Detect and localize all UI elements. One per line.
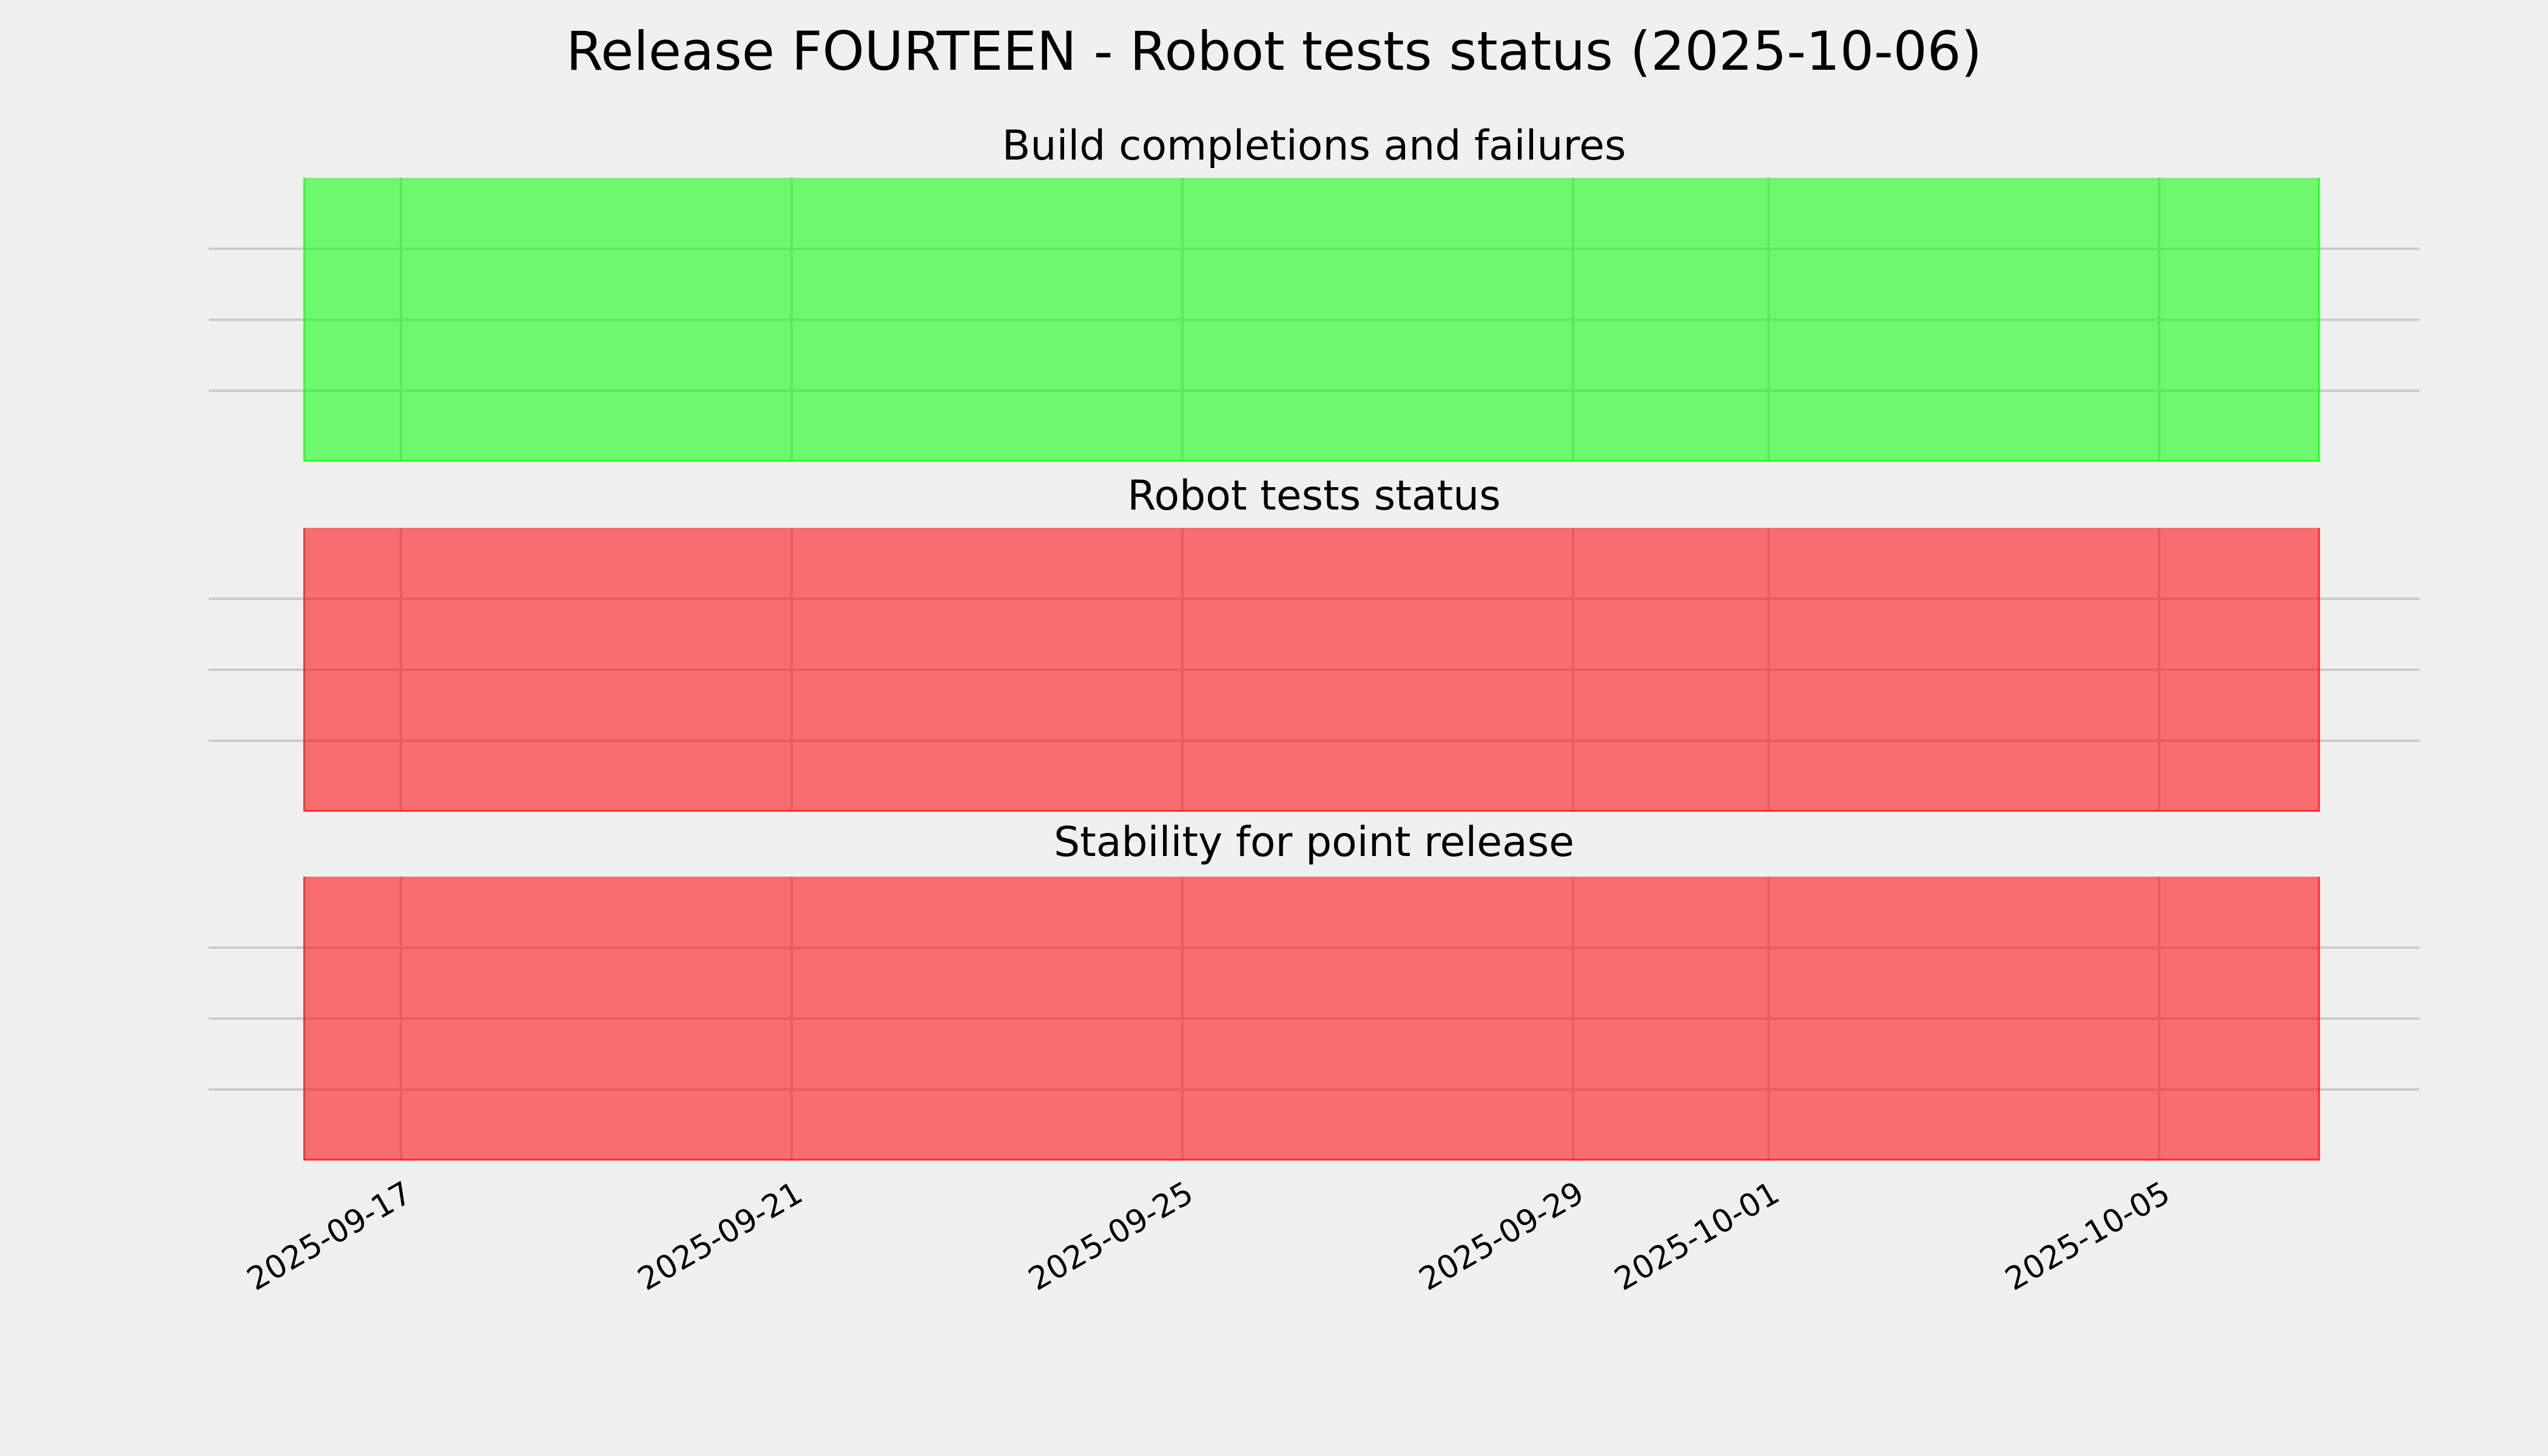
status-span-fail: [303, 877, 2320, 1161]
subplot-build-completions-and-failures: [209, 178, 2419, 462]
subplot-title-robot-tests-status: Robot tests status: [1127, 472, 1501, 520]
x-tick-label: 2025-10-01: [1608, 1175, 1785, 1298]
status-span-fail: [303, 528, 2320, 812]
x-tick-label: 2025-09-25: [1022, 1175, 1199, 1298]
subplot-title-build-completions-and-failures: Build completions and failures: [1002, 122, 1626, 170]
subplot-title-stability-for-point-release: Stability for point release: [1054, 818, 1574, 866]
status-span-pass: [303, 178, 2320, 462]
x-tick-label: 2025-09-29: [1413, 1175, 1590, 1298]
x-tick-label: 2025-09-17: [241, 1175, 418, 1298]
subplot-stability-for-point-release: [209, 877, 2419, 1161]
subplot-robot-tests-status: [209, 528, 2419, 812]
x-tick-label: 2025-10-05: [1999, 1175, 2176, 1298]
x-tick-label: 2025-09-21: [632, 1175, 809, 1298]
chart-title: Release FOURTEEN - Robot tests status (2…: [566, 20, 1982, 83]
